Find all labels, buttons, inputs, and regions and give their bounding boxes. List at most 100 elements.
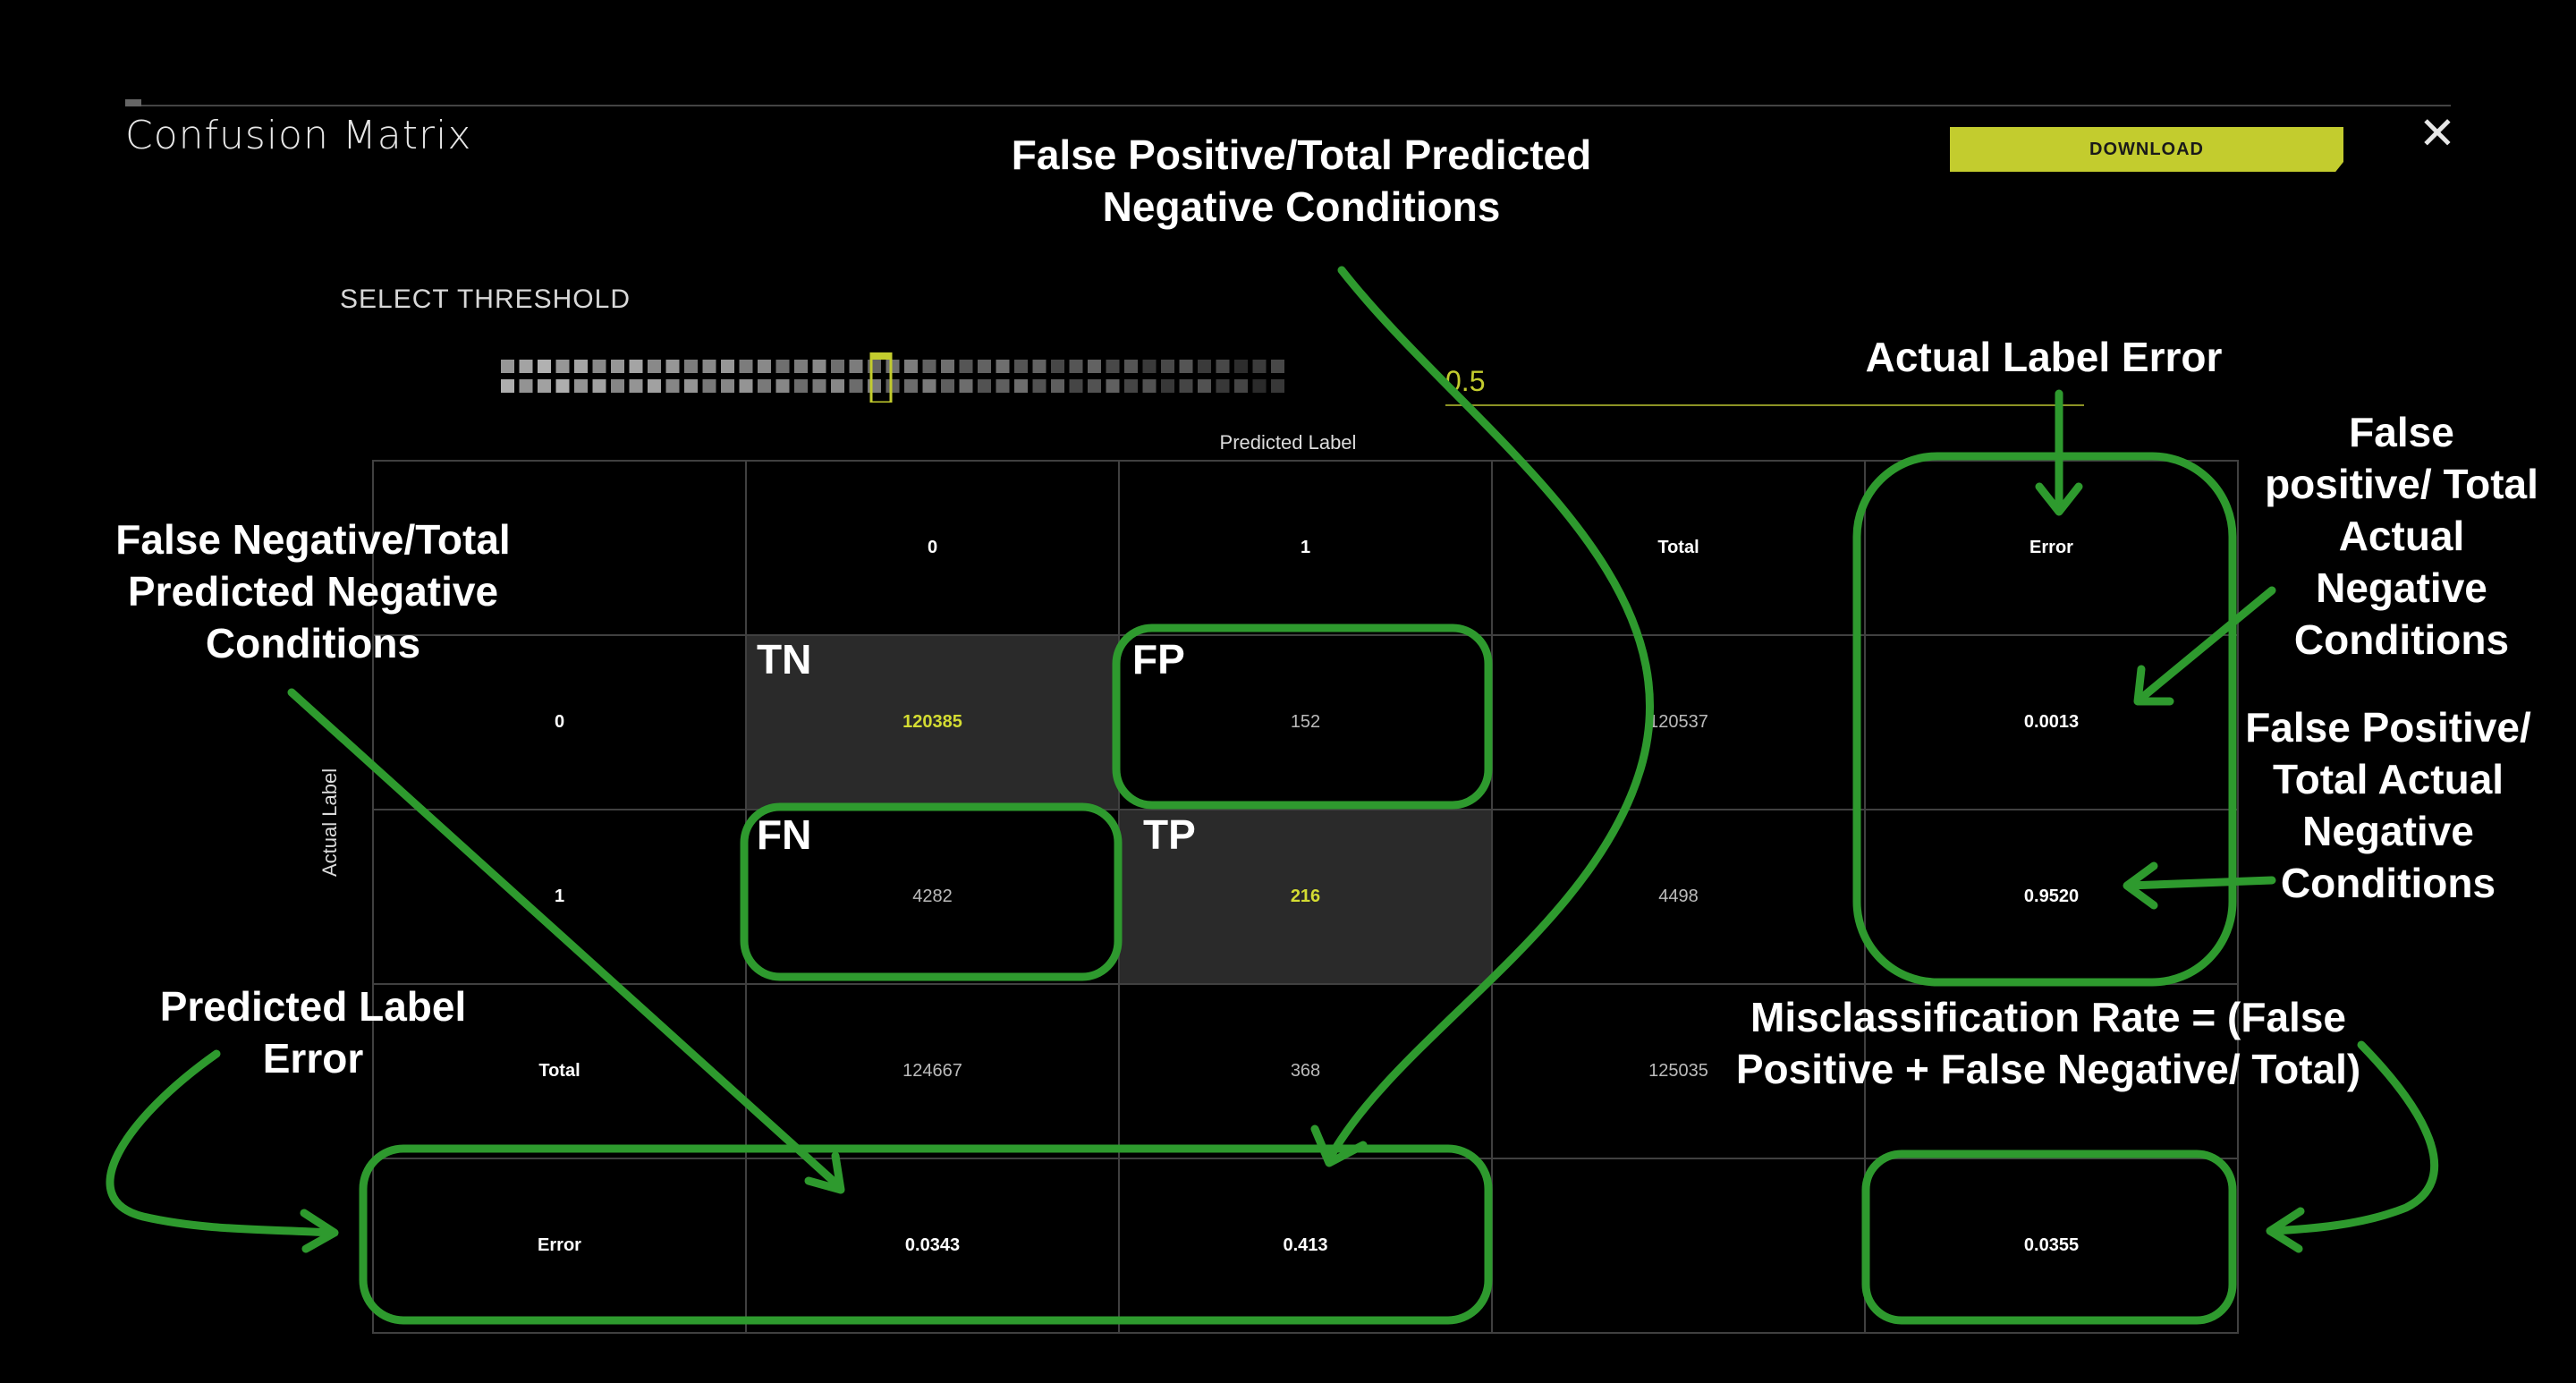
threshold-bin bbox=[849, 379, 863, 393]
error-column-highlight-box bbox=[1852, 452, 2237, 987]
threshold-bin bbox=[886, 360, 900, 373]
arrow-misclassification bbox=[2267, 1040, 2439, 1235]
threshold-bin bbox=[1069, 360, 1083, 373]
threshold-bin bbox=[794, 360, 808, 373]
threshold-bin bbox=[629, 360, 643, 373]
close-icon[interactable]: ✕ bbox=[2419, 108, 2456, 158]
threshold-bin bbox=[702, 379, 716, 393]
threshold-bin bbox=[1198, 379, 1211, 393]
arrow-predicted-label-error bbox=[106, 1049, 335, 1237]
arrow-head-predicted-label-error bbox=[300, 1209, 339, 1253]
matrix-header-row: 0 1 Total Error bbox=[372, 460, 2239, 636]
threshold-label: SELECT THRESHOLD bbox=[340, 284, 631, 314]
threshold-bin bbox=[1051, 379, 1064, 393]
threshold-bin bbox=[519, 360, 533, 373]
threshold-bin bbox=[959, 360, 973, 373]
tag-fp: FP bbox=[1132, 636, 1185, 683]
threshold-bin bbox=[702, 360, 716, 373]
tag-tp: TP bbox=[1143, 811, 1196, 858]
threshold-bin bbox=[1179, 379, 1193, 393]
confusion-matrix-table: 0 1 Total Error 0 120385 152 120537 0.00… bbox=[372, 460, 2239, 1334]
threshold-bin bbox=[519, 379, 533, 393]
download-button[interactable]: DOWNLOAD bbox=[1950, 127, 2343, 172]
threshold-bin bbox=[1032, 360, 1046, 373]
fp-highlight-box bbox=[1112, 624, 1493, 810]
threshold-bin bbox=[648, 360, 661, 373]
threshold-bin bbox=[1032, 379, 1046, 393]
threshold-bin bbox=[1252, 360, 1267, 373]
threshold-bin bbox=[611, 360, 624, 373]
row-label-total: Total bbox=[372, 983, 747, 1159]
header-divider bbox=[125, 105, 2451, 106]
threshold-bin bbox=[1051, 360, 1064, 373]
threshold-bin bbox=[996, 360, 1010, 373]
threshold-bin bbox=[665, 360, 680, 373]
row-label-error: Error bbox=[372, 1158, 747, 1334]
cell-total-error-empty bbox=[1864, 983, 2239, 1159]
threshold-bin bbox=[501, 360, 514, 373]
threshold-bin bbox=[941, 379, 954, 393]
threshold-bin bbox=[849, 360, 863, 373]
cell-row1-error: 0.9520 bbox=[1864, 809, 2239, 985]
threshold-bin bbox=[1088, 360, 1101, 373]
threshold-bin bbox=[648, 379, 661, 393]
threshold-bin bbox=[904, 379, 918, 393]
threshold-bin bbox=[959, 379, 973, 393]
header-divider-tab bbox=[125, 99, 141, 106]
arrow-head-fp-actual-neg-2 bbox=[2123, 861, 2158, 910]
cell-col0-error: 0.0343 bbox=[745, 1158, 1120, 1334]
threshold-bin bbox=[721, 360, 734, 373]
annotation-predicted-label-error: Predicted Label Error bbox=[159, 983, 467, 1082]
matrix-row-actual-0: 0 120385 152 120537 0.0013 bbox=[372, 634, 2239, 810]
threshold-bin bbox=[1179, 360, 1193, 373]
threshold-bin bbox=[812, 379, 826, 393]
threshold-bin bbox=[574, 360, 588, 373]
row-label-1: 1 bbox=[372, 809, 747, 985]
matrix-row-actual-1: 1 4282 216 4498 0.9520 bbox=[372, 809, 2239, 985]
threshold-bin bbox=[1216, 360, 1230, 373]
annotation-actual-label-error: Actual Label Error bbox=[1865, 334, 2223, 380]
error-row-highlight-box bbox=[359, 1144, 1493, 1325]
cell-misclassification-rate: 0.0355 bbox=[1864, 1158, 2239, 1334]
tag-fn: FN bbox=[757, 811, 812, 858]
cell-col1-total: 368 bbox=[1118, 983, 1493, 1159]
cell-error-total-empty bbox=[1491, 1158, 1866, 1334]
threshold-bin bbox=[538, 360, 551, 373]
threshold-knob-cap[interactable] bbox=[871, 352, 891, 360]
header-pred-1: 1 bbox=[1118, 460, 1493, 636]
threshold-bin bbox=[904, 360, 918, 373]
threshold-bin bbox=[1014, 379, 1028, 393]
threshold-bin bbox=[941, 360, 954, 373]
threshold-bin bbox=[831, 379, 844, 393]
threshold-knob[interactable] bbox=[869, 352, 893, 403]
threshold-bin bbox=[538, 379, 551, 393]
arrow-fp-actual-neg-1 bbox=[2135, 586, 2276, 704]
misclassification-highlight-box bbox=[1861, 1150, 2237, 1325]
cell-col0-total: 124667 bbox=[745, 983, 1120, 1159]
threshold-bin bbox=[684, 360, 698, 373]
header-pred-0: 0 bbox=[745, 460, 1120, 636]
cell-true-negative: 120385 bbox=[745, 634, 1120, 810]
threshold-bin bbox=[1271, 379, 1284, 393]
threshold-bin bbox=[1069, 379, 1083, 393]
cell-true-positive: 216 bbox=[1118, 809, 1493, 985]
threshold-bin bbox=[978, 360, 991, 373]
threshold-bin bbox=[922, 379, 936, 393]
threshold-bin bbox=[574, 379, 588, 393]
threshold-bin bbox=[611, 379, 624, 393]
cell-grand-total: 125035 bbox=[1491, 983, 1866, 1159]
page-title: Confusion Matrix bbox=[125, 113, 472, 158]
annotation-fp-total-actual-neg-1: False positive/ Total Actual Negative Co… bbox=[2265, 409, 2538, 663]
threshold-bin bbox=[886, 379, 900, 393]
threshold-bin bbox=[1014, 360, 1028, 373]
threshold-value-underline bbox=[1445, 404, 2084, 406]
threshold-bin bbox=[501, 379, 514, 393]
threshold-bin bbox=[1106, 360, 1120, 373]
threshold-slider[interactable] bbox=[497, 352, 1288, 403]
threshold-bin bbox=[978, 379, 991, 393]
threshold-bin bbox=[831, 360, 844, 373]
cell-row0-total: 120537 bbox=[1491, 634, 1866, 810]
cell-row0-error: 0.0013 bbox=[1864, 634, 2239, 810]
threshold-bin bbox=[1088, 379, 1101, 393]
threshold-bin bbox=[1234, 360, 1248, 373]
